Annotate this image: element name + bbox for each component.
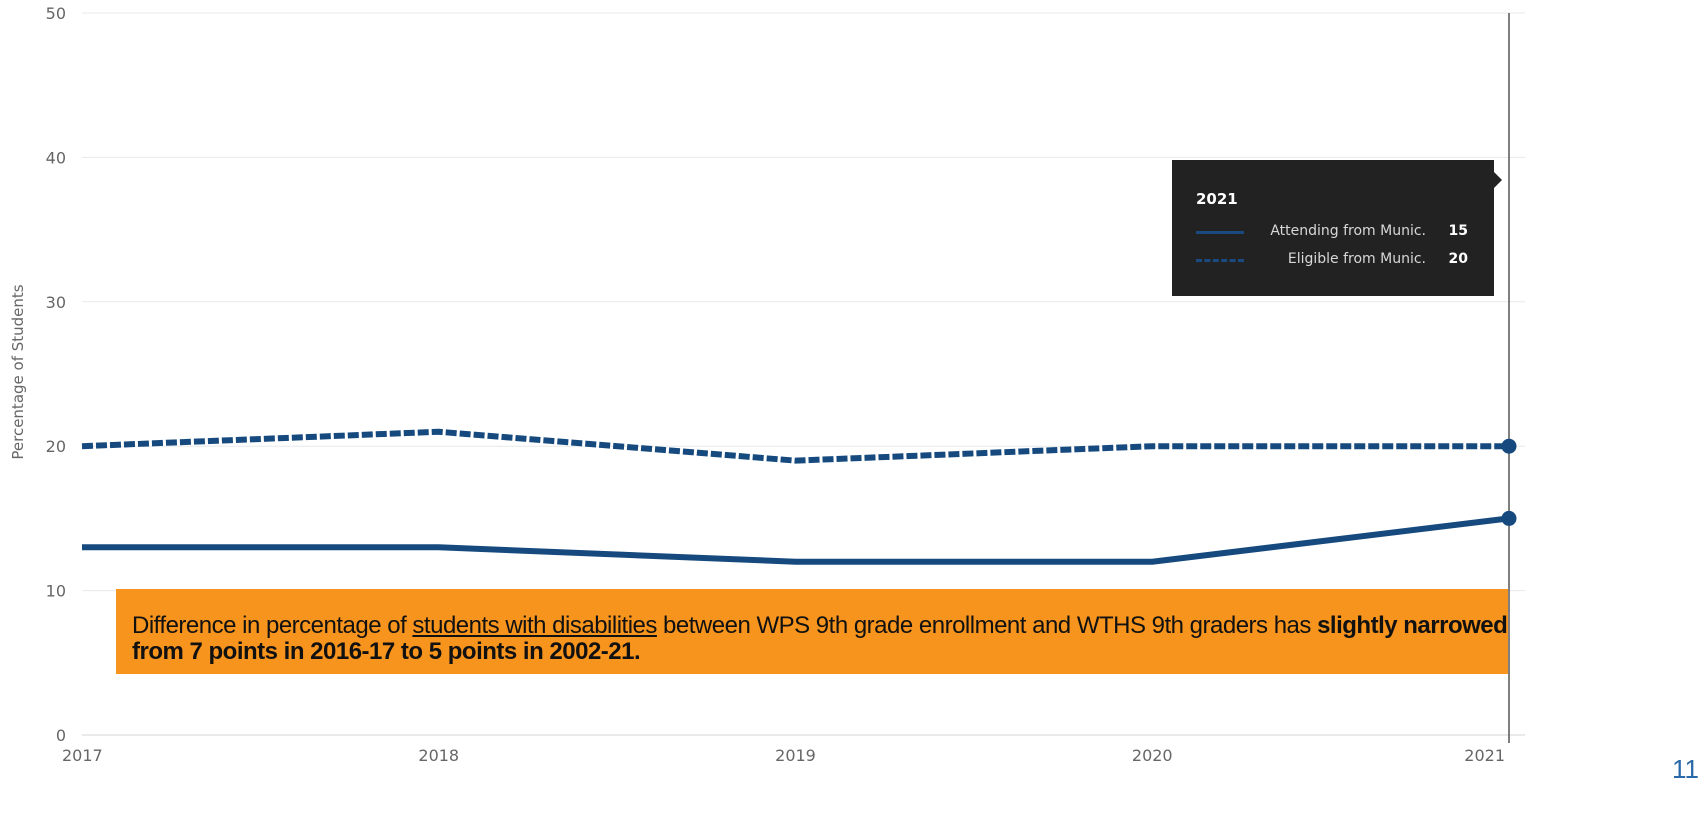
y-tick-label: 40 [46,148,66,167]
gridlines [82,13,1525,591]
x-axis-ticks: 2017 2018 2019 2020 2021 [62,746,1505,765]
tooltip-row-eligible: Eligible from Munic. 20 [1196,248,1468,272]
highlight-point [1502,511,1517,526]
tooltip-series-name: Attending from Munic. [1270,223,1426,239]
y-tick-label: 50 [46,4,66,23]
x-tick-label: 2019 [775,746,816,765]
x-tick-label: 2017 [62,746,103,765]
callout-text-before: Difference in percentage of [132,612,412,639]
y-tick-label: 30 [46,293,66,312]
hover-tooltip: 2021 Attending from Munic. 15 Eligible f… [1172,160,1494,296]
callout-text-middle: between WPS 9th grade enrollment and WTH… [657,612,1317,639]
x-tick-label: 2018 [418,746,459,765]
legend-dashed-line-icon [1196,259,1244,262]
tooltip-series-value: 20 [1449,251,1468,267]
y-tick-label: 20 [46,437,66,456]
slide-number: 11 [1672,754,1699,785]
series-line-attending [82,518,1509,561]
tooltip-series-value: 15 [1449,223,1468,239]
legend-solid-line-icon [1196,231,1244,234]
x-tick-label: 2021 [1464,746,1505,765]
tooltip-series-name: Eligible from Munic. [1288,251,1426,267]
y-axis-label: Percentage of Students [9,284,27,459]
x-tick-label: 2020 [1132,746,1173,765]
tooltip-year: 2021 [1196,190,1238,208]
y-tick-label: 10 [46,582,66,601]
highlight-point [1502,439,1517,454]
y-tick-label: 0 [56,726,66,745]
y-axis-ticks: 0 10 20 30 40 50 [46,4,66,745]
annotation-callout: Difference in percentage of students wit… [116,589,1508,674]
callout-underlined-text: students with disabilities [412,612,656,639]
tooltip-row-attending: Attending from Munic. 15 [1196,220,1468,244]
series-lines [82,432,1517,562]
